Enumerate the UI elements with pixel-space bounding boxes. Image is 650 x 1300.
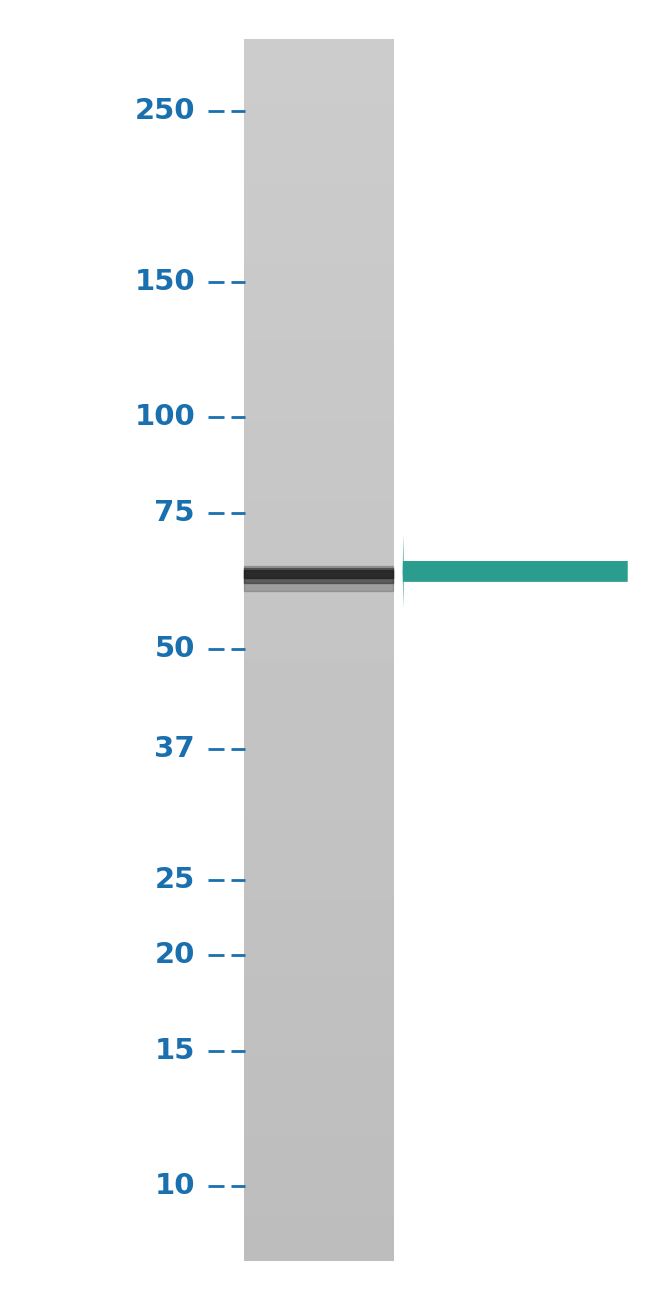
Text: 50: 50	[155, 634, 195, 663]
Text: 75: 75	[155, 499, 195, 528]
Text: 250: 250	[135, 98, 195, 125]
Text: 25: 25	[155, 866, 195, 894]
Text: 15: 15	[155, 1037, 195, 1065]
Text: 20: 20	[155, 941, 195, 968]
Text: 37: 37	[154, 736, 195, 763]
Text: 10: 10	[155, 1173, 195, 1200]
Text: 100: 100	[135, 403, 195, 432]
Text: 150: 150	[135, 268, 195, 295]
